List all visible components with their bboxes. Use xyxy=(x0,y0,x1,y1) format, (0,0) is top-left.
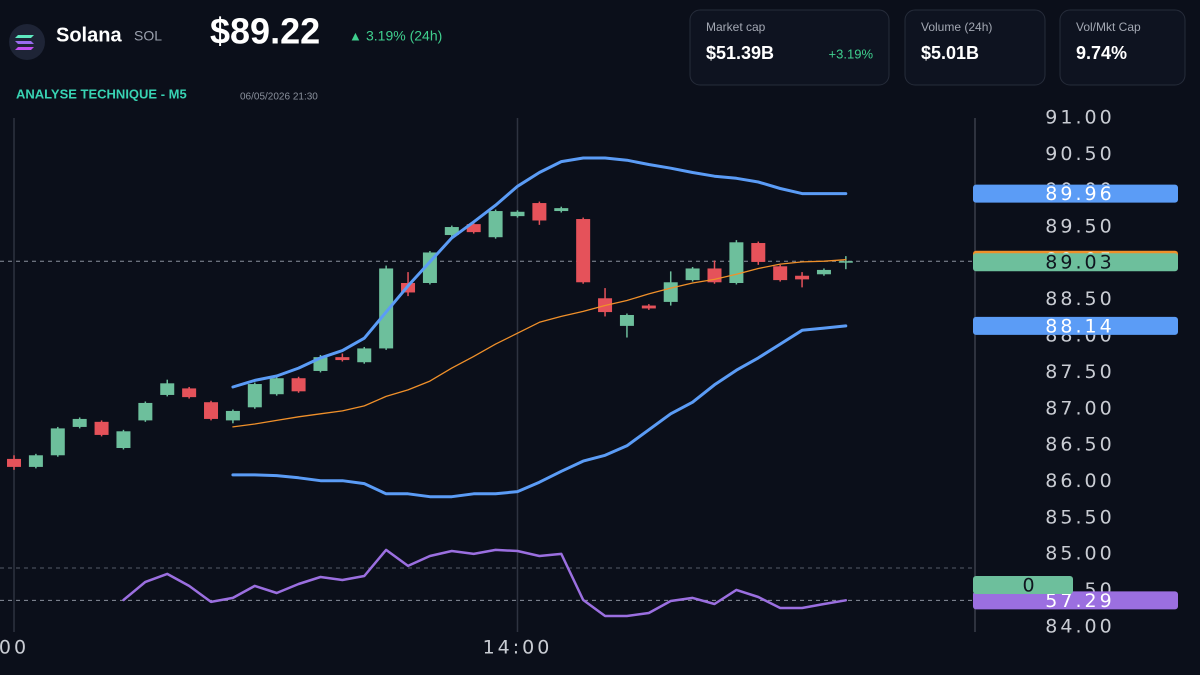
y-tick-label: 84.00 xyxy=(1045,615,1114,637)
candle-body xyxy=(138,402,153,421)
plot: 84.0084.5085.0085.5086.0086.5087.0087.50… xyxy=(0,107,1178,659)
card-value: $5.01B xyxy=(921,43,979,63)
indicator-last-label-box xyxy=(973,591,1178,610)
candle-body xyxy=(160,383,175,395)
y-tick-label: 85.50 xyxy=(1045,506,1114,528)
y-tick-label: 90.50 xyxy=(1045,143,1114,165)
y-tick-label: 86.00 xyxy=(1045,470,1114,492)
indicator-line xyxy=(122,548,848,618)
y-tick-label: 89.50 xyxy=(1045,216,1114,238)
x-tick-label: 14:00 xyxy=(483,637,553,659)
candle-body xyxy=(291,378,306,392)
card xyxy=(904,9,1046,86)
candle-body xyxy=(554,208,569,212)
candle-body xyxy=(685,268,700,281)
candle-body xyxy=(729,242,744,284)
candle-body xyxy=(619,314,634,326)
secondary-indicator-box xyxy=(973,576,1073,594)
card-label: Vol/Mkt Cap xyxy=(1076,20,1141,34)
candle-body xyxy=(247,384,262,408)
last-price-label-box xyxy=(973,253,1178,272)
series-last-label-box xyxy=(973,316,1178,335)
indicator-line xyxy=(231,324,848,499)
change-arrow: ▲ xyxy=(349,28,362,43)
candle-body xyxy=(751,243,766,262)
last-price-label: 89.03 xyxy=(1045,252,1114,274)
y-tick-label: 87.50 xyxy=(1045,361,1114,383)
y-tick-label: 86.50 xyxy=(1045,434,1114,456)
y-tick-label: 88.50 xyxy=(1045,288,1114,310)
candle-body xyxy=(28,455,43,467)
candle-body xyxy=(225,410,240,421)
candle-body xyxy=(510,211,525,217)
candle-body xyxy=(838,261,853,263)
card xyxy=(689,9,890,86)
candle-body xyxy=(641,305,656,309)
candle-body xyxy=(379,268,394,349)
x-tick-label: 00 xyxy=(0,637,29,659)
candle-body xyxy=(795,275,810,280)
indicator-line xyxy=(231,156,848,389)
indicator-last-label: 57.29 xyxy=(1045,590,1114,612)
indicator-line xyxy=(232,259,847,428)
price: $89.22 xyxy=(210,11,320,52)
candle-body xyxy=(7,458,22,467)
coin-symbol: SOL xyxy=(134,28,162,44)
candle-body xyxy=(357,348,372,363)
card-value: $51.39B xyxy=(706,43,774,63)
card-label: Market cap xyxy=(706,20,766,34)
candle-body xyxy=(576,219,591,283)
candle-body xyxy=(182,388,197,398)
y-tick-label: 91.00 xyxy=(1045,107,1114,129)
coin-name: Solana xyxy=(56,24,122,46)
candle-body xyxy=(488,211,503,238)
candle-body xyxy=(269,378,284,395)
series-last-label: 88.14 xyxy=(1045,315,1114,337)
secondary-indicator-label: 0 xyxy=(1022,575,1037,597)
logo xyxy=(9,24,45,60)
candle-body xyxy=(466,224,481,233)
candle-body xyxy=(94,421,109,435)
candle-body xyxy=(663,282,678,302)
candle-body xyxy=(335,357,350,361)
candle-body xyxy=(773,266,788,281)
section-title: ANALYSE TECHNIQUE - M5 xyxy=(16,86,187,101)
candle-body xyxy=(444,227,459,236)
card-change: +3.19% xyxy=(829,46,874,61)
series-last-label: 89.96 xyxy=(1045,183,1114,205)
candle-body xyxy=(816,269,831,275)
card-label: Volume (24h) xyxy=(921,20,992,34)
candle-body xyxy=(116,431,131,449)
candle-body xyxy=(204,402,219,419)
price-change: 3.19% (24h) xyxy=(366,28,442,44)
candle-body xyxy=(50,428,65,456)
candle-body xyxy=(72,418,87,427)
card xyxy=(1059,9,1186,86)
card-value: 9.74% xyxy=(1076,43,1127,63)
series-last-label-box xyxy=(973,184,1178,203)
y-tick-label: 85.00 xyxy=(1045,543,1114,565)
candle-body xyxy=(532,203,547,221)
y-tick-label: 87.00 xyxy=(1045,397,1114,419)
timestamp: 06/05/2026 21:30 xyxy=(240,92,318,103)
